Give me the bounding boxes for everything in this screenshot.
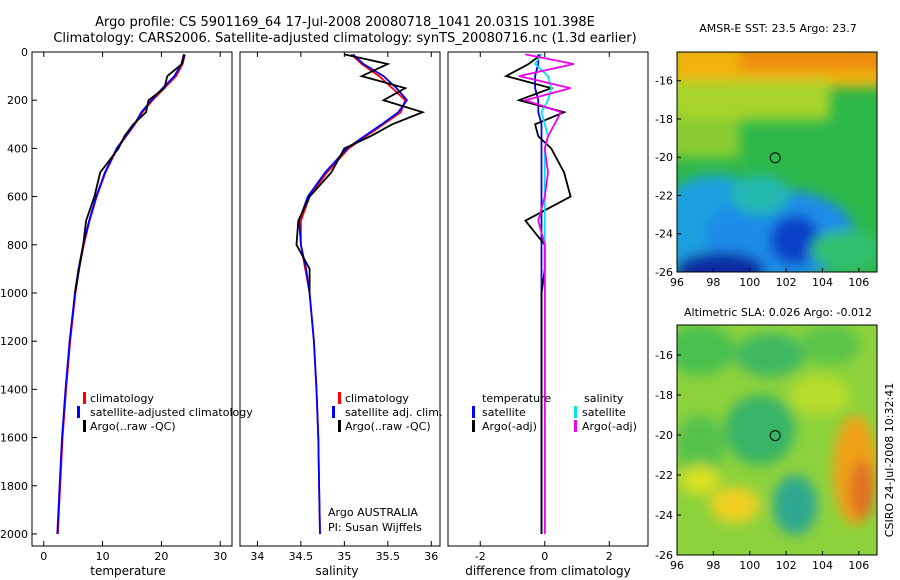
argo-program-label: Argo AUSTRALIA <box>328 506 418 519</box>
map-x-tick-label: 100 <box>739 559 760 572</box>
series-line-argo <box>295 53 426 293</box>
x-tick-label: 2 <box>606 550 613 563</box>
map-y-tick-label: -16 <box>655 75 673 88</box>
sst-map-title: AMSR-E SST: 23.5 Argo: 23.7 <box>699 22 857 35</box>
y-tick-label: 800 <box>7 239 28 252</box>
map-x-tick-label: 104 <box>812 276 833 289</box>
difference-legend: temperature satellite Argo(-adj) salinit… <box>472 392 637 433</box>
sst-map: 96 98 100 102 104 106 -16 -18 -20 -22 -24 -26 <box>655 51 878 289</box>
map-y-tick-label: -18 <box>655 113 673 126</box>
y-tick-label: 200 <box>7 94 28 107</box>
legend-salinity-header: salinity <box>584 392 624 405</box>
legend-swatch-argo <box>83 420 86 432</box>
legend-argo: Argo(..raw -QC) <box>345 420 431 433</box>
map-y-tick-label: -22 <box>655 469 673 482</box>
map-x-tick-label: 96 <box>670 276 684 289</box>
series-line-argo <box>503 53 572 534</box>
map-y-tick-label: -26 <box>655 549 673 562</box>
legend-swatch-temp-argo <box>472 420 475 432</box>
map-x-tick-label: 96 <box>670 559 684 572</box>
x-tick-label: 0 <box>541 550 548 563</box>
series-line-sal_argo <box>518 53 574 534</box>
x-tick-label: 10 <box>96 550 110 563</box>
legend-satellite: satellite adj. clim. <box>345 406 442 419</box>
x-tick-label: 0 <box>40 550 47 563</box>
map-x-tick-label: 100 <box>739 276 760 289</box>
map-y-tick-label: -22 <box>655 189 673 202</box>
y-tick-label: 600 <box>7 191 28 204</box>
x-tick-label: 35 <box>337 550 351 563</box>
x-tick-label: 34 <box>250 550 264 563</box>
x-tick-label: 35.5 <box>376 550 401 563</box>
figure-title-line2: Climatology: CARS2006. Satellite-adjuste… <box>53 31 636 46</box>
legend-swatch-satellite <box>332 406 335 418</box>
x-tick-label: 36 <box>424 550 438 563</box>
legend-swatch-climatology <box>83 392 86 404</box>
y-tick-label: 1800 <box>0 480 28 493</box>
salinity-legend: climatology satellite adj. clim. Argo(..… <box>328 392 442 534</box>
map-y-tick-label: -20 <box>655 151 673 164</box>
map-x-tick-label: 98 <box>706 276 720 289</box>
x-tick-label: 34.5 <box>289 550 314 563</box>
x-tick-label: 30 <box>213 550 227 563</box>
map-y-tick-label: -26 <box>655 266 673 279</box>
legend-satellite: satellite-adjusted climatology <box>90 406 253 419</box>
x-tick-label: 20 <box>154 550 168 563</box>
series-line-argo <box>74 54 186 294</box>
legend-temp-argo: Argo(-adj) <box>482 420 537 433</box>
legend-swatch-argo <box>338 420 341 432</box>
y-tick-label: 1000 <box>0 287 28 300</box>
legend-temperature-header: temperature <box>482 392 551 405</box>
series-line-climatology <box>57 54 186 535</box>
y-tick-label: 1200 <box>0 335 28 348</box>
legend-climatology: climatology <box>345 392 409 405</box>
argo-location-marker <box>769 430 781 442</box>
legend-temp-satellite: satellite <box>482 406 526 419</box>
map-y-tick-label: -24 <box>655 228 673 241</box>
temperature-xlabel: temperature <box>90 564 165 578</box>
sla-map: 96 98 100 102 104 106 -16 -18 -20 -22 -24 -26 <box>655 324 878 572</box>
legend-sal-argo: Argo(-adj) <box>582 420 637 433</box>
legend-sal-satellite: satellite <box>582 406 626 419</box>
legend-swatch-sal-argo <box>574 420 577 432</box>
x-tick-label: -2 <box>475 550 486 563</box>
map-y-tick-label: -24 <box>655 509 673 522</box>
difference-panel: -2 0 2 <box>447 51 649 563</box>
difference-xlabel: difference from climatology <box>465 564 631 578</box>
legend-swatch-sal-satellite <box>574 406 577 418</box>
y-tick-label: 1400 <box>0 383 28 396</box>
map-y-tick-label: -20 <box>655 429 673 442</box>
map-x-tick-label: 102 <box>776 276 797 289</box>
legend-climatology: climatology <box>90 392 154 405</box>
sla-map-title: Altimetric SLA: 0.026 Argo: -0.012 <box>684 306 872 319</box>
series-line-satellite <box>56 54 185 535</box>
temperature-legend: climatology satellite-adjusted climatolo… <box>77 392 253 433</box>
credit-label: CSIRO 24-Jul-2008 10:32:41 <box>883 383 896 537</box>
salinity-panel: 34 34.5 35 35.5 36 <box>239 51 441 563</box>
legend-swatch-temp-satellite <box>472 406 475 418</box>
map-x-tick-label: 102 <box>776 559 797 572</box>
legend-argo: Argo(..raw -QC) <box>90 420 176 433</box>
map-x-tick-label: 98 <box>706 559 720 572</box>
salinity-xlabel: salinity <box>315 564 358 578</box>
y-tick-label: 0 <box>21 46 28 59</box>
map-y-tick-label: -18 <box>655 389 673 402</box>
legend-swatch-satellite <box>77 406 80 418</box>
temperature-panel: 0 10 20 30 0 200 400 600 800 1000 1200 1400 1600 1800… <box>0 46 233 563</box>
pi-label: PI: Susan Wijffels <box>328 521 422 534</box>
figure-title-line1: Argo profile: CS 5901169_64 17-Jul-2008 … <box>95 15 595 30</box>
y-tick-label: 2000 <box>0 528 28 541</box>
argo-location-marker <box>769 152 781 164</box>
legend-swatch-climatology <box>338 392 341 404</box>
series-line-sal_satellite <box>533 53 553 534</box>
y-tick-label: 400 <box>7 142 28 155</box>
map-x-tick-label: 106 <box>848 559 869 572</box>
map-y-tick-label: -16 <box>655 349 673 362</box>
y-tick-label: 1600 <box>0 432 28 445</box>
map-x-tick-label: 106 <box>848 276 869 289</box>
series-line-satellite <box>298 53 409 535</box>
map-x-tick-label: 104 <box>812 559 833 572</box>
